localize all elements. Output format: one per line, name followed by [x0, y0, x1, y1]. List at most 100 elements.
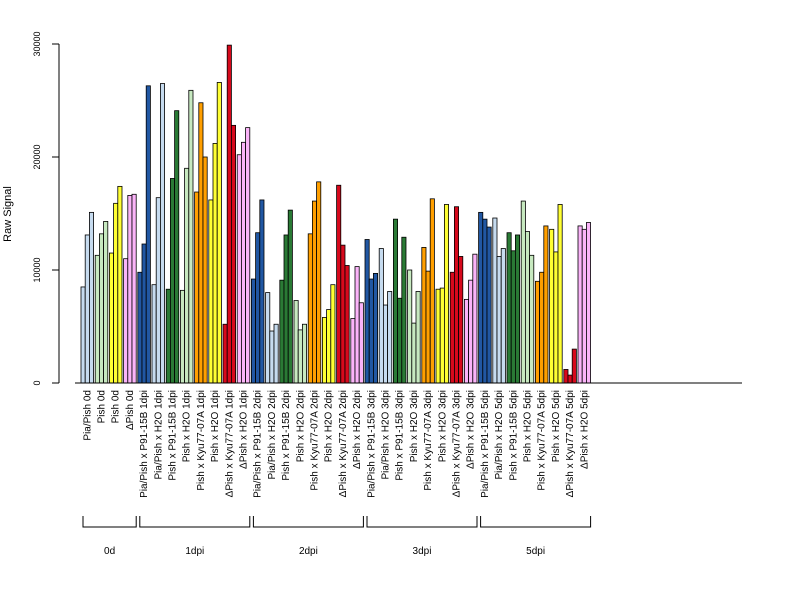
bar: [279, 279, 285, 384]
bar: [458, 256, 464, 384]
bar: [202, 156, 208, 384]
bar: [472, 253, 478, 384]
bar: [463, 298, 469, 384]
bar: [326, 309, 332, 384]
bar: [265, 292, 271, 384]
x-tick-label: ΔPish x Kyu77-07A 3dpi: [452, 390, 463, 497]
bar: [354, 266, 360, 384]
bar: [127, 195, 133, 384]
bar: [397, 297, 403, 384]
x-tick-label: Pish x Kyu77-07A 5dpi: [537, 390, 548, 491]
bar: [571, 348, 577, 384]
x-tick-label: Pish x P91-15B 1dpi: [168, 390, 179, 481]
bar: [179, 289, 185, 384]
x-tick-label: Pia/Pish x P91-15B 2dpi: [253, 390, 264, 498]
bar: [109, 252, 115, 384]
x-tick-label: Pia/Pish x H2O 1dpi: [153, 390, 164, 480]
bars: [80, 44, 592, 384]
bar: [316, 181, 322, 384]
x-tick-label: ΔPish 0d: [125, 390, 136, 430]
bar: [468, 279, 474, 384]
bar: [435, 288, 441, 384]
bar: [222, 323, 228, 384]
bar: [117, 185, 123, 384]
bar: [520, 200, 526, 384]
bar: [344, 265, 350, 384]
group-bracket: [252, 516, 364, 528]
group-bracket: [82, 516, 137, 528]
x-tick-label: Pia/Pish x H2O 5dpi: [494, 390, 505, 480]
bar: [581, 228, 587, 384]
group-bracket: [139, 516, 251, 528]
bar: [557, 204, 563, 384]
x-tick-label: Pish x P91-15B 2dpi: [281, 390, 292, 481]
bar: [293, 300, 299, 384]
bar: [141, 243, 147, 384]
bar: [500, 248, 506, 384]
x-tick-label: Pish x P91-15B 3dpi: [395, 390, 406, 481]
bar: [535, 280, 541, 384]
bar: [350, 318, 356, 384]
bar: [525, 231, 531, 384]
x-tick-label: Pish x H2O 5dpi: [523, 390, 534, 462]
bar: [184, 167, 190, 384]
x-tick-label: Pish x P91-15B 5dpi: [508, 390, 519, 481]
group-label: 5dpi: [526, 546, 545, 557]
bar: [330, 284, 336, 384]
bar: [510, 250, 516, 384]
y-axis-label: Raw Signal: [2, 186, 14, 242]
bar: [287, 209, 293, 384]
bar: [387, 291, 393, 384]
bar: [273, 323, 279, 384]
bar: [415, 291, 421, 384]
bar: [378, 248, 384, 384]
bar: [486, 226, 492, 384]
y-tick-label: 20000: [32, 144, 42, 169]
x-tick-label: ΔPish x H2O 5dpi: [579, 390, 590, 469]
x-tick-label: Pia/Pish x H2O 3dpi: [381, 390, 392, 480]
bar: [421, 246, 427, 384]
bar: [549, 228, 555, 384]
bar: [259, 199, 265, 384]
bar: [155, 197, 161, 384]
bar: [439, 287, 445, 384]
bar: [269, 330, 275, 384]
x-tick-label: Pia/Pish 0d: [82, 390, 93, 441]
bar: [539, 271, 545, 384]
bar: [212, 143, 218, 384]
bar: [113, 202, 119, 384]
bar: [297, 329, 303, 384]
bar: [372, 272, 378, 384]
bar: [340, 244, 346, 384]
x-tick-label: Pia/Pish x P91-15B 3dpi: [366, 390, 377, 498]
bar: [407, 269, 413, 384]
x-tick-label: Pish 0d: [111, 390, 122, 423]
bar: [188, 89, 194, 384]
bar: [364, 239, 370, 384]
bar: [577, 225, 583, 384]
group-brackets: 0d 1dpi 2dpi 3dpi 5dpi: [82, 516, 592, 557]
y-axis: 0 10000 20000 30000: [32, 31, 60, 386]
x-tick-label: Pia/Pish x P91-15B 1dpi: [139, 390, 150, 498]
bar: [429, 198, 435, 384]
bar: [311, 200, 317, 384]
bar: [80, 286, 86, 384]
bar: [216, 82, 222, 384]
group-label: 2dpi: [299, 546, 318, 557]
bar: [198, 102, 204, 384]
x-tick-label: Pish x Kyu77-07A 1dpi: [196, 390, 207, 491]
x-tick-label: Pish x Kyu77-07A 3dpi: [423, 390, 434, 491]
x-tick-label: Pish 0d: [97, 390, 108, 423]
bar: [250, 278, 256, 384]
bar: [245, 127, 251, 384]
bar: [411, 322, 417, 384]
bar: [482, 218, 488, 384]
x-tick-label: Pish x H2O 5dpi: [551, 390, 562, 462]
bar: [169, 178, 175, 384]
bar: [99, 233, 105, 384]
bar: [401, 236, 407, 384]
bar: [230, 124, 236, 384]
x-tick-label: Pish x Kyu77-07A 2dpi: [310, 390, 321, 491]
x-tick-label: ΔPish x Kyu77-07A 1dpi: [224, 390, 235, 497]
x-tick-label: ΔPish x H2O 3dpi: [466, 390, 477, 469]
